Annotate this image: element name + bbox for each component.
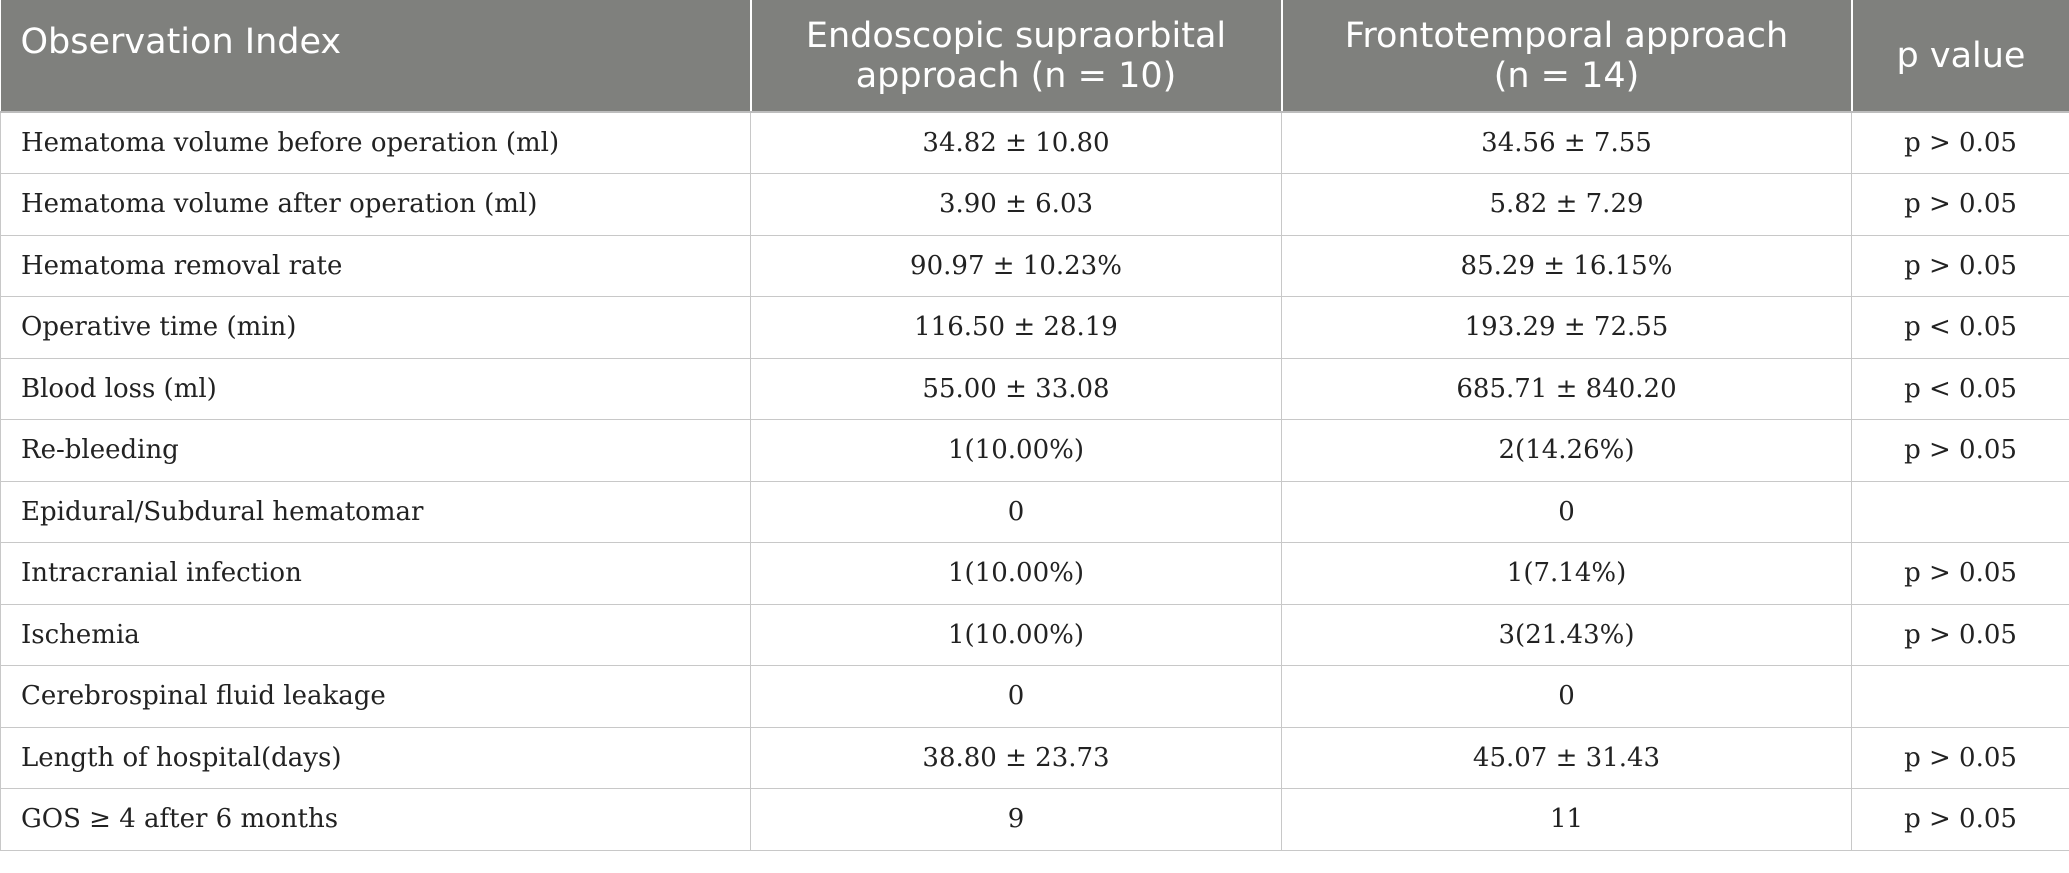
p-value: p < 0.05 [1851,296,2069,359]
p-value: p > 0.05 [1851,542,2069,605]
row-label: Operative time (min) [0,296,751,359]
p-value: p > 0.05 [1851,603,2069,666]
p-value: p > 0.05 [1851,234,2069,297]
comparison-table: Observation Index Endoscopic supraorbita… [0,0,2069,851]
frontotemporal-value: 0 [1281,480,1852,543]
endoscopic-value: 3.90 ± 6.03 [750,173,1282,236]
table-row: Intracranial infection 1(10.00%) 1(7.14%… [0,542,2069,605]
p-value: p > 0.05 [1851,726,2069,789]
header-frontotemporal-approach: Frontotemporal approach (n = 14) [1281,0,1853,113]
row-label: Epidural/Subdural hematomar [0,480,751,543]
table-row: Epidural/Subdural hematomar 0 0 [0,480,2069,543]
table-row: GOS ≥ 4 after 6 months 9 11 p > 0.05 [0,788,2069,851]
table-row: Re-bleeding 1(10.00%) 2(14.26%) p > 0.05 [0,419,2069,482]
frontotemporal-value: 45.07 ± 31.43 [1281,726,1852,789]
table-row: Hematoma volume before operation (ml) 34… [0,111,2069,174]
frontotemporal-value: 34.56 ± 7.55 [1281,111,1852,174]
endoscopic-value: 1(10.00%) [750,603,1282,666]
header-frontotemporal-line1: Frontotemporal approach [1344,15,1789,56]
row-label: Blood loss (ml) [0,357,751,420]
p-value [1851,665,2069,728]
row-label: Length of hospital(days) [0,726,751,789]
row-label: Ischemia [0,603,751,666]
row-label: Re-bleeding [0,419,751,482]
header-endoscopic-line2: approach (n = 10) [855,55,1177,96]
frontotemporal-value: 685.71 ± 840.20 [1281,357,1852,420]
table-row: Operative time (min) 116.50 ± 28.19 193.… [0,296,2069,359]
header-endoscopic-approach: Endoscopic supraorbital approach (n = 10… [750,0,1283,113]
endoscopic-value: 34.82 ± 10.80 [750,111,1282,174]
header-p-value: p value [1851,0,2069,113]
endoscopic-value: 1(10.00%) [750,542,1282,605]
p-value: p < 0.05 [1851,357,2069,420]
header-endoscopic-line1: Endoscopic supraorbital [805,15,1227,56]
row-label: Hematoma removal rate [0,234,751,297]
frontotemporal-value: 3(21.43%) [1281,603,1852,666]
frontotemporal-value: 0 [1281,665,1852,728]
table-row: Hematoma volume after operation (ml) 3.9… [0,173,2069,236]
endoscopic-value: 38.80 ± 23.73 [750,726,1282,789]
frontotemporal-value: 5.82 ± 7.29 [1281,173,1852,236]
frontotemporal-value: 193.29 ± 72.55 [1281,296,1852,359]
row-label: Cerebrospinal fluid leakage [0,665,751,728]
p-value: p > 0.05 [1851,173,2069,236]
row-label: Hematoma volume before operation (ml) [0,111,751,174]
row-label: Hematoma volume after operation (ml) [0,173,751,236]
row-label: Intracranial infection [0,542,751,605]
endoscopic-value: 0 [750,665,1282,728]
endoscopic-value: 9 [750,788,1282,851]
endoscopic-value: 0 [750,480,1282,543]
endoscopic-value: 116.50 ± 28.19 [750,296,1282,359]
p-value [1851,480,2069,543]
table-row: Length of hospital(days) 38.80 ± 23.73 4… [0,726,2069,789]
header-frontotemporal-line2: (n = 14) [1493,55,1640,96]
header-observation-index: Observation Index [0,0,752,113]
frontotemporal-value: 1(7.14%) [1281,542,1852,605]
frontotemporal-value: 85.29 ± 16.15% [1281,234,1852,297]
endoscopic-value: 1(10.00%) [750,419,1282,482]
endoscopic-value: 55.00 ± 33.08 [750,357,1282,420]
p-value: p > 0.05 [1851,419,2069,482]
table-row: Cerebrospinal fluid leakage 0 0 [0,665,2069,728]
header-row: Observation Index Endoscopic supraorbita… [0,0,2069,113]
table-row: Blood loss (ml) 55.00 ± 33.08 685.71 ± 8… [0,357,2069,420]
frontotemporal-value: 2(14.26%) [1281,419,1852,482]
row-label: GOS ≥ 4 after 6 months [0,788,751,851]
table-row: Ischemia 1(10.00%) 3(21.43%) p > 0.05 [0,603,2069,666]
p-value: p > 0.05 [1851,788,2069,851]
p-value: p > 0.05 [1851,111,2069,174]
table-row: Hematoma removal rate 90.97 ± 10.23% 85.… [0,234,2069,297]
frontotemporal-value: 11 [1281,788,1852,851]
endoscopic-value: 90.97 ± 10.23% [750,234,1282,297]
